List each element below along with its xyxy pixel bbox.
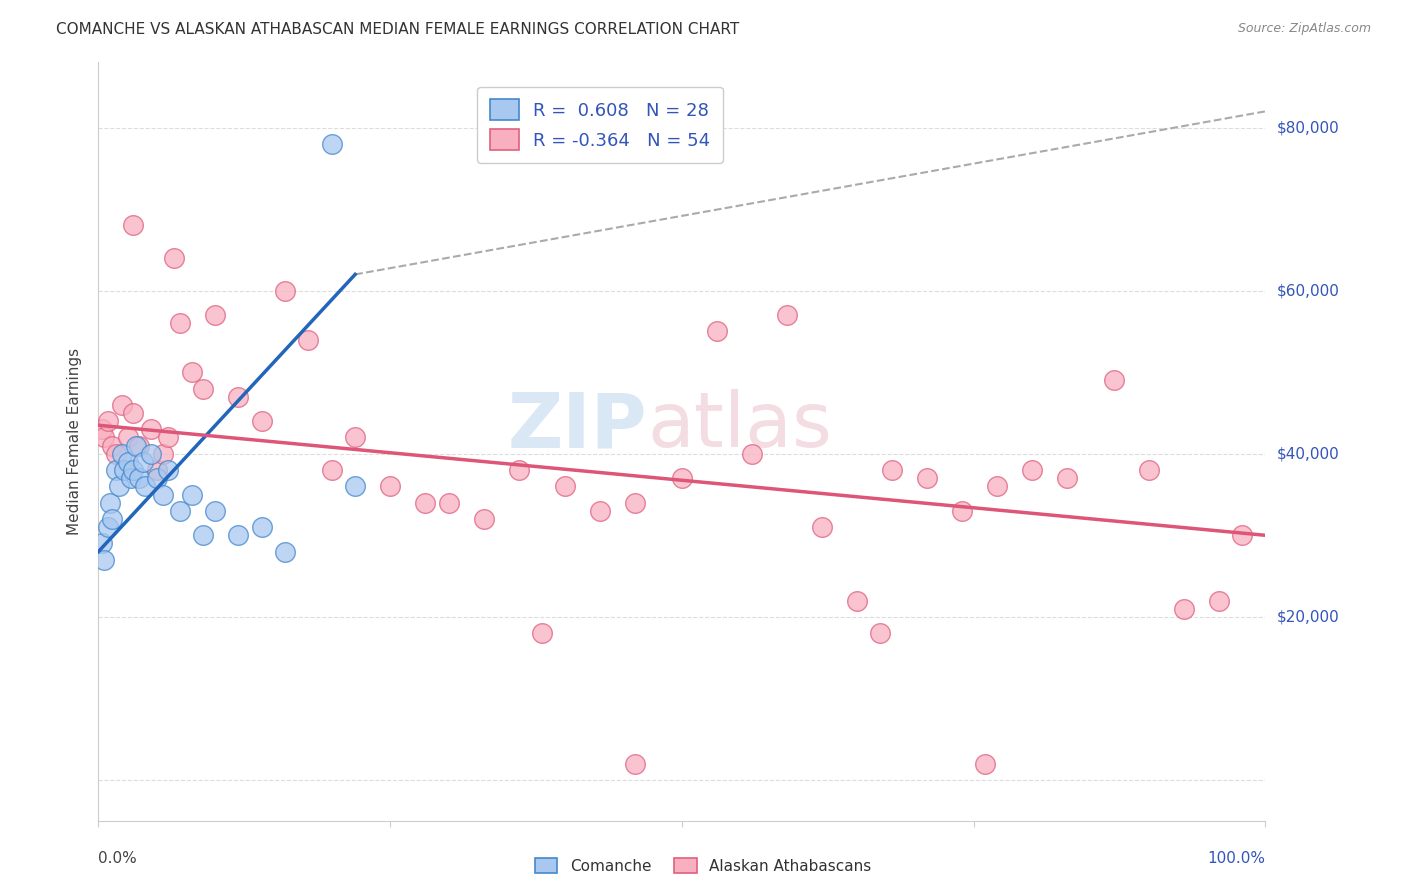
Point — [117, 455, 139, 469]
Point — [122, 463, 145, 477]
Point — [139, 447, 162, 461]
Point — [250, 520, 273, 534]
Point — [93, 553, 115, 567]
Point — [344, 430, 367, 444]
Point — [169, 316, 191, 330]
Point — [132, 455, 155, 469]
Point — [120, 471, 142, 485]
Text: $40,000: $40,000 — [1277, 446, 1340, 461]
Point — [986, 479, 1008, 493]
Point — [706, 325, 728, 339]
Text: ZIP: ZIP — [508, 390, 647, 463]
Point — [111, 447, 134, 461]
Point — [122, 219, 145, 233]
Point — [128, 471, 150, 485]
Point — [321, 463, 343, 477]
Y-axis label: Median Female Earnings: Median Female Earnings — [67, 348, 83, 535]
Point — [90, 536, 112, 550]
Point — [869, 626, 891, 640]
Text: Source: ZipAtlas.com: Source: ZipAtlas.com — [1237, 22, 1371, 36]
Point — [1208, 593, 1230, 607]
Point — [344, 479, 367, 493]
Point — [274, 544, 297, 558]
Point — [157, 463, 180, 477]
Point — [1102, 373, 1125, 387]
Point — [846, 593, 869, 607]
Point — [1173, 601, 1195, 615]
Point — [101, 439, 124, 453]
Point — [974, 756, 997, 771]
Point — [146, 463, 169, 477]
Point — [413, 496, 436, 510]
Point — [671, 471, 693, 485]
Point — [380, 479, 402, 493]
Point — [193, 382, 215, 396]
Point — [228, 528, 250, 542]
Point — [1137, 463, 1160, 477]
Point — [134, 479, 156, 493]
Point — [139, 422, 162, 436]
Point — [508, 463, 530, 477]
Point — [97, 520, 120, 534]
Point — [104, 447, 127, 461]
Point — [228, 390, 250, 404]
Text: $20,000: $20,000 — [1277, 609, 1340, 624]
Point — [1230, 528, 1253, 542]
Point — [472, 512, 495, 526]
Point — [108, 479, 131, 493]
Point — [811, 520, 834, 534]
Point — [530, 626, 553, 640]
Point — [554, 479, 576, 493]
Text: 0.0%: 0.0% — [98, 851, 138, 866]
Text: $60,000: $60,000 — [1277, 284, 1340, 298]
Text: COMANCHE VS ALASKAN ATHABASCAN MEDIAN FEMALE EARNINGS CORRELATION CHART: COMANCHE VS ALASKAN ATHABASCAN MEDIAN FE… — [56, 22, 740, 37]
Point — [950, 504, 973, 518]
Point — [93, 430, 115, 444]
Point — [112, 463, 135, 477]
Point — [880, 463, 903, 477]
Text: 100.0%: 100.0% — [1208, 851, 1265, 866]
Point — [146, 471, 169, 485]
Point — [122, 406, 145, 420]
Point — [589, 504, 612, 518]
Point — [128, 439, 150, 453]
Point — [204, 504, 226, 518]
Point — [321, 136, 343, 151]
Point — [111, 398, 134, 412]
Point — [157, 430, 180, 444]
Point — [624, 496, 647, 510]
Legend: R =  0.608   N = 28, R = -0.364   N = 54: R = 0.608 N = 28, R = -0.364 N = 54 — [478, 87, 723, 162]
Point — [152, 447, 174, 461]
Point — [180, 487, 202, 501]
Point — [297, 333, 319, 347]
Point — [97, 414, 120, 428]
Point — [152, 487, 174, 501]
Point — [624, 756, 647, 771]
Text: atlas: atlas — [647, 390, 832, 463]
Legend: Comanche, Alaskan Athabascans: Comanche, Alaskan Athabascans — [529, 852, 877, 880]
Point — [437, 496, 460, 510]
Point — [741, 447, 763, 461]
Point — [101, 512, 124, 526]
Point — [169, 504, 191, 518]
Point — [274, 284, 297, 298]
Point — [180, 365, 202, 379]
Point — [204, 308, 226, 322]
Point — [117, 430, 139, 444]
Text: $80,000: $80,000 — [1277, 120, 1340, 136]
Point — [250, 414, 273, 428]
Point — [125, 439, 148, 453]
Point — [776, 308, 799, 322]
Point — [915, 471, 938, 485]
Point — [1056, 471, 1078, 485]
Point — [104, 463, 127, 477]
Point — [90, 422, 112, 436]
Point — [163, 251, 186, 265]
Point — [98, 496, 121, 510]
Point — [193, 528, 215, 542]
Point — [1021, 463, 1043, 477]
